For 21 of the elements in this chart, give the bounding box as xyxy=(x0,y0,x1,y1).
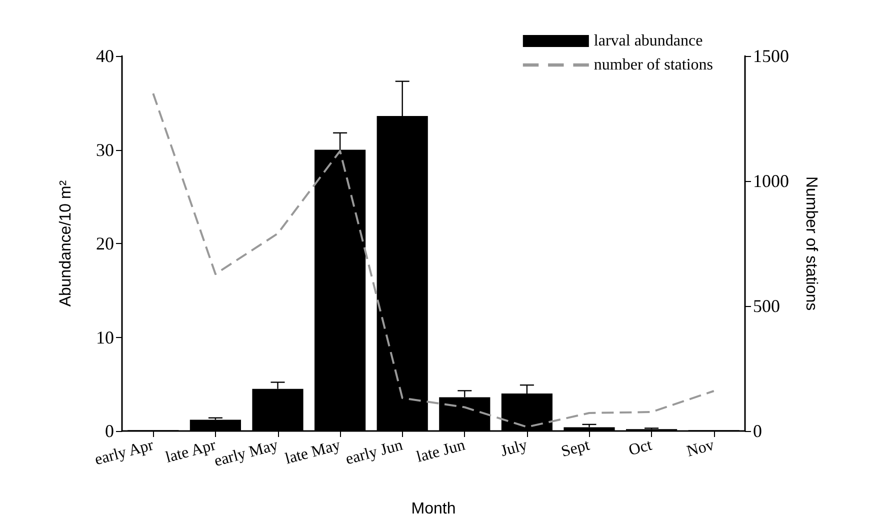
y2-axis-title: Number of stations xyxy=(802,176,820,311)
x-tick-label: early Jun xyxy=(344,436,405,468)
legend-label: number of stations xyxy=(594,56,713,74)
x-tick-label: late Jun xyxy=(414,436,467,466)
legend-label: larval abundance xyxy=(594,32,703,50)
x-tick-label: July xyxy=(498,436,530,460)
y-tick-label: 30 xyxy=(96,140,114,160)
y-tick-label: 40 xyxy=(96,46,114,66)
y2-tick-label: 500 xyxy=(753,296,780,316)
y-tick-label: 10 xyxy=(96,327,114,348)
y-axis-title: Abundance/10 m² xyxy=(58,180,74,307)
x-tick-label: Sept xyxy=(560,436,592,461)
x-axis-title: Month xyxy=(411,500,456,518)
y2-tick-label: 1000 xyxy=(753,171,789,191)
x-tick-label: Oct xyxy=(627,436,654,460)
x-tick-label: Nov xyxy=(685,436,716,460)
line-series xyxy=(152,92,715,428)
x-tick-label: late May xyxy=(283,436,342,468)
y2-tick-label: 1500 xyxy=(753,46,789,66)
y-tick-label: 20 xyxy=(96,234,114,254)
y2-tick-label: 0 xyxy=(753,421,762,441)
